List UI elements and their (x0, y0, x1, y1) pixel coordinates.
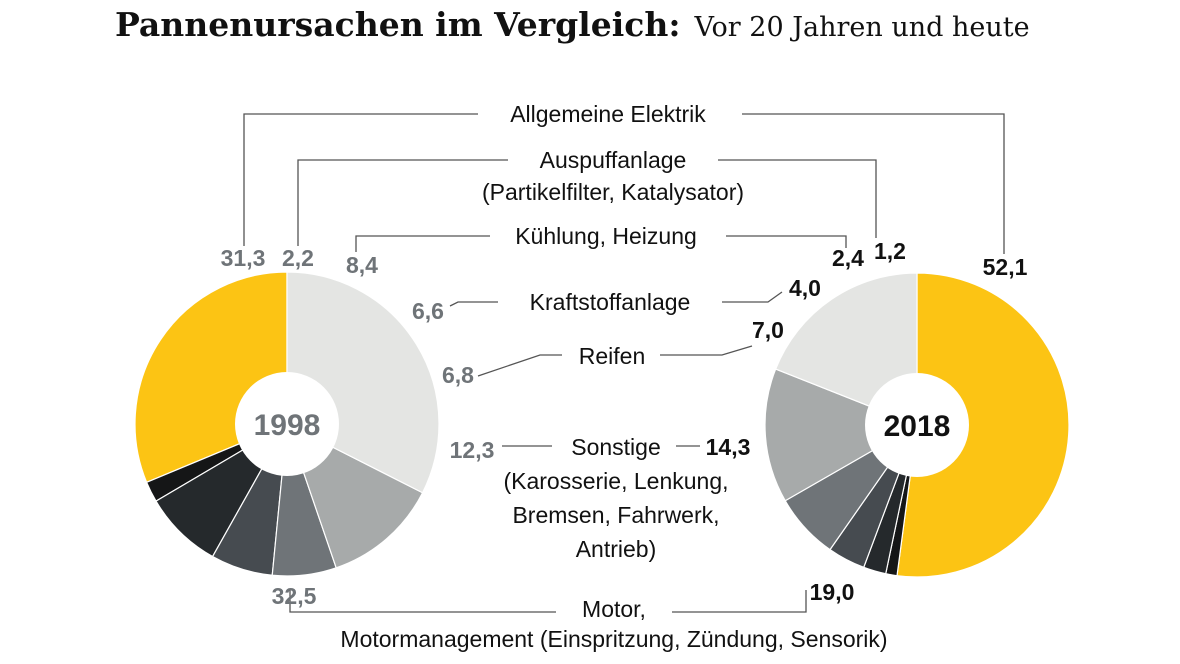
category-label-auspuffanlage: Auspuffanlage (Partikelfilter, Katalysato… (482, 147, 744, 205)
leader-line-3 (297, 159, 508, 246)
leader-line-5 (355, 235, 490, 252)
leader-line-10 (660, 345, 753, 356)
value-label-1998-motor: 32,5 (272, 583, 317, 609)
leader-lines (243, 113, 1005, 613)
category-label-allgemeine-elektrik: Allgemeine Elektrik (510, 101, 706, 127)
category-label-kraftstoffanlage: Kraftstoffanlage (530, 289, 691, 315)
value-label-1998-reifen: 6,8 (442, 362, 474, 388)
pie-hole-1998 (235, 372, 339, 476)
pie-1998: 1998 (134, 271, 440, 577)
category-label-motor: Motor, Motormanagement (Einspritzung, Zün… (340, 596, 887, 652)
value-label-2018-motor: 19,0 (810, 579, 855, 605)
leader-line-7 (449, 301, 498, 307)
pie-year-1998: 1998 (254, 409, 321, 442)
pies: 1998 2018 (134, 271, 1070, 578)
value-label-2018-kraftstoffanlage: 4,0 (789, 275, 821, 301)
leader-line-1 (243, 113, 478, 246)
chart-title: Pannenursachen im Vergleich: Vor 20 Jahr… (115, 5, 1030, 44)
value-label-2018-sonstige: 14,3 (706, 434, 751, 460)
pie-year-2018: 2018 (884, 410, 951, 443)
category-label-kuehlung-heizung: Kühlung, Heizung (515, 223, 697, 249)
labels: 31,3 2,2 8,4 6,6 6,8 12,3 32,5 52,1 1,2 2,4 4,07,0… (221, 101, 1028, 652)
value-label-1998-kraftstoffanlage: 6,6 (412, 298, 444, 324)
category-label-sonstige: Sonstige (Karosserie, Lenkung, Bremsen, Fa… (503, 434, 728, 562)
leader-line-2 (742, 113, 1005, 254)
slice-2018-allgemeine-elektrik (896, 272, 1070, 578)
leader-line-8 (722, 291, 783, 303)
leader-line-6 (726, 235, 847, 248)
pie-2018: 2018 (764, 272, 1070, 578)
value-label-1998-allgemeine-elektrik: 31,3 (221, 245, 266, 271)
value-label-1998-kuehlung-heizung: 8,4 (346, 252, 378, 278)
value-label-1998-auspuffanlage: 2,2 (282, 245, 314, 271)
leader-line-14 (672, 590, 807, 613)
leader-line-9 (477, 354, 562, 377)
value-label-2018-kuehlung-heizung: 2,4 (832, 245, 864, 271)
value-label-2018-reifen: 7,0 (752, 317, 784, 343)
value-label-2018-auspuffanlage: 1,2 (874, 238, 906, 264)
title-main: Pannenursachen im Vergleich: (115, 5, 681, 44)
category-label-reifen: Reifen (579, 343, 645, 369)
title-sub: Vor 20 Jahren und heute (694, 12, 1030, 43)
pie-hole-2018 (865, 373, 969, 477)
leader-line-13 (289, 590, 556, 613)
leader-line-4 (718, 159, 877, 238)
value-label-2018-allgemeine-elektrik: 52,1 (983, 254, 1028, 280)
slice-2018-sonstige (764, 368, 919, 502)
value-label-1998-sonstige: 12,3 (450, 437, 495, 463)
